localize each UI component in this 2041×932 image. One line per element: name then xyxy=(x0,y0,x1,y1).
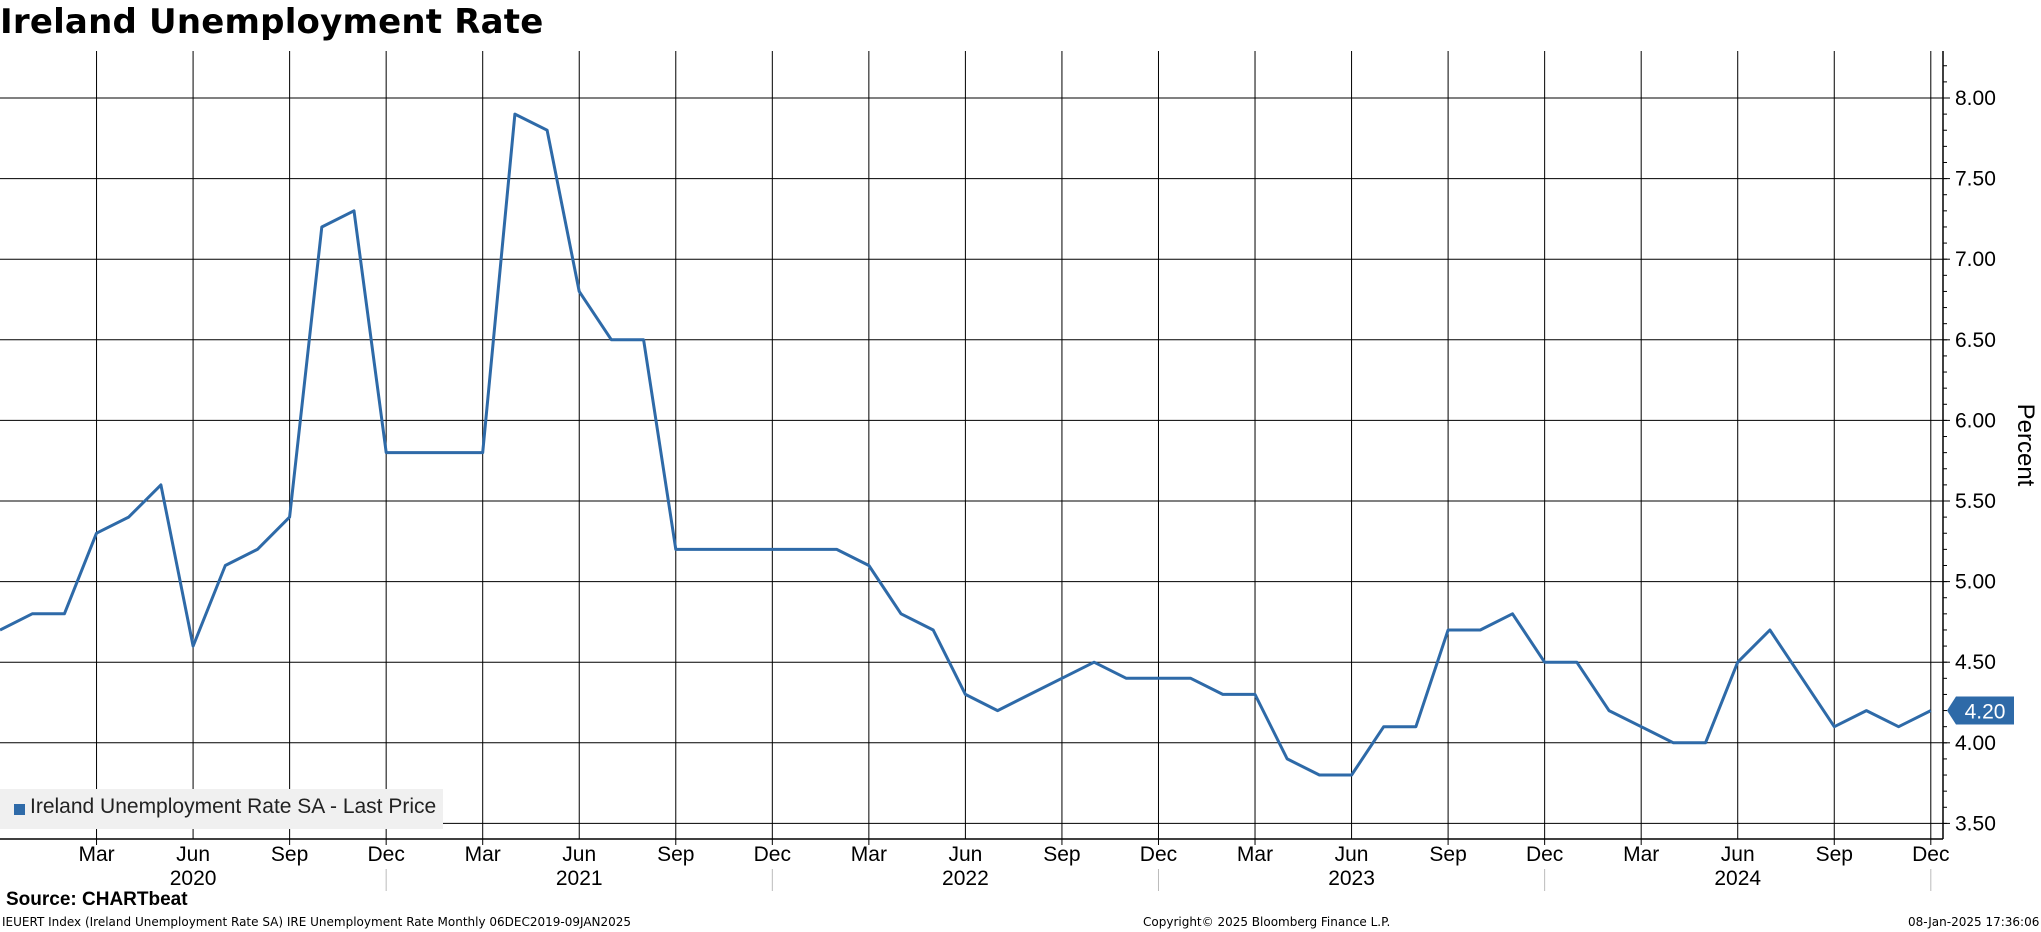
x-tick-label: Jun xyxy=(948,843,982,866)
x-year-label: 2021 xyxy=(556,867,603,890)
legend-label: Ireland Unemployment Rate SA - Last Pric… xyxy=(30,795,436,819)
x-tick-label: Mar xyxy=(1623,843,1659,866)
x-axis-ticks: Mar Jun Sep Dec Mar Jun Sep Dec Mar Jun Sep Dec Mar J… xyxy=(78,839,1949,891)
x-tick-label: Jun xyxy=(1721,843,1755,866)
y-tick-label: 8.00 xyxy=(1955,87,1996,110)
x-tick-label: Sep xyxy=(1816,843,1853,866)
y-tick-label: 3.50 xyxy=(1955,812,1996,835)
x-tick-label: Dec xyxy=(367,843,404,866)
y-tick-label: 6.00 xyxy=(1955,409,1996,432)
x-year-label: 2020 xyxy=(170,867,217,890)
y-tick-label: 7.00 xyxy=(1955,248,1996,271)
x-year-label: 2022 xyxy=(942,867,989,890)
x-tick-label: Sep xyxy=(1043,843,1080,866)
x-tick-label: Dec xyxy=(1526,843,1563,866)
x-tick-label: Mar xyxy=(78,843,114,866)
x-tick-label: Mar xyxy=(1237,843,1273,866)
x-tick-label: Jun xyxy=(562,843,596,866)
x-tick-label: Sep xyxy=(271,843,308,866)
last-value-badge: 4.20 xyxy=(1947,697,2014,725)
legend: Ireland Unemployment Rate SA - Last Pric… xyxy=(0,789,443,829)
legend-swatch xyxy=(14,804,25,815)
footer-copyright: Copyright© 2025 Bloomberg Finance L.P. xyxy=(1143,915,1390,929)
x-tick-label: Sep xyxy=(1429,843,1466,866)
x-tick-label: Mar xyxy=(465,843,501,866)
x-tick-label: Dec xyxy=(754,843,791,866)
last-value-label: 4.20 xyxy=(1965,701,2006,724)
footer-index-description: IEUERT Index (Ireland Unemployment Rate … xyxy=(2,915,631,929)
x-tick-label: Dec xyxy=(1140,843,1177,866)
x-tick-label: Jun xyxy=(176,843,210,866)
y-tick-label: 4.00 xyxy=(1955,732,1996,755)
y-axis-label: Percent xyxy=(2012,404,2039,487)
source-note: Source: CHARTbeat xyxy=(6,889,188,911)
footer-timestamp: 08-Jan-2025 17:36:06 xyxy=(1908,915,2039,929)
x-tick-label: Sep xyxy=(657,843,694,866)
x-tick-label: Dec xyxy=(1912,843,1949,866)
y-tick-label: 5.50 xyxy=(1955,490,1996,513)
vertical-gridlines xyxy=(97,51,1931,839)
y-tick-label: 7.50 xyxy=(1955,168,1996,191)
horizontal-gridlines xyxy=(0,98,1943,823)
plot-frame xyxy=(0,51,1943,839)
x-year-label: 2024 xyxy=(1714,867,1761,890)
y-tick-label: 5.00 xyxy=(1955,571,1996,594)
y-tick-label: 6.50 xyxy=(1955,329,1996,352)
y-tick-label: 4.50 xyxy=(1955,651,1996,674)
x-tick-label: Mar xyxy=(851,843,887,866)
x-tick-label: Jun xyxy=(1335,843,1369,866)
x-year-label: 2023 xyxy=(1328,867,1375,890)
